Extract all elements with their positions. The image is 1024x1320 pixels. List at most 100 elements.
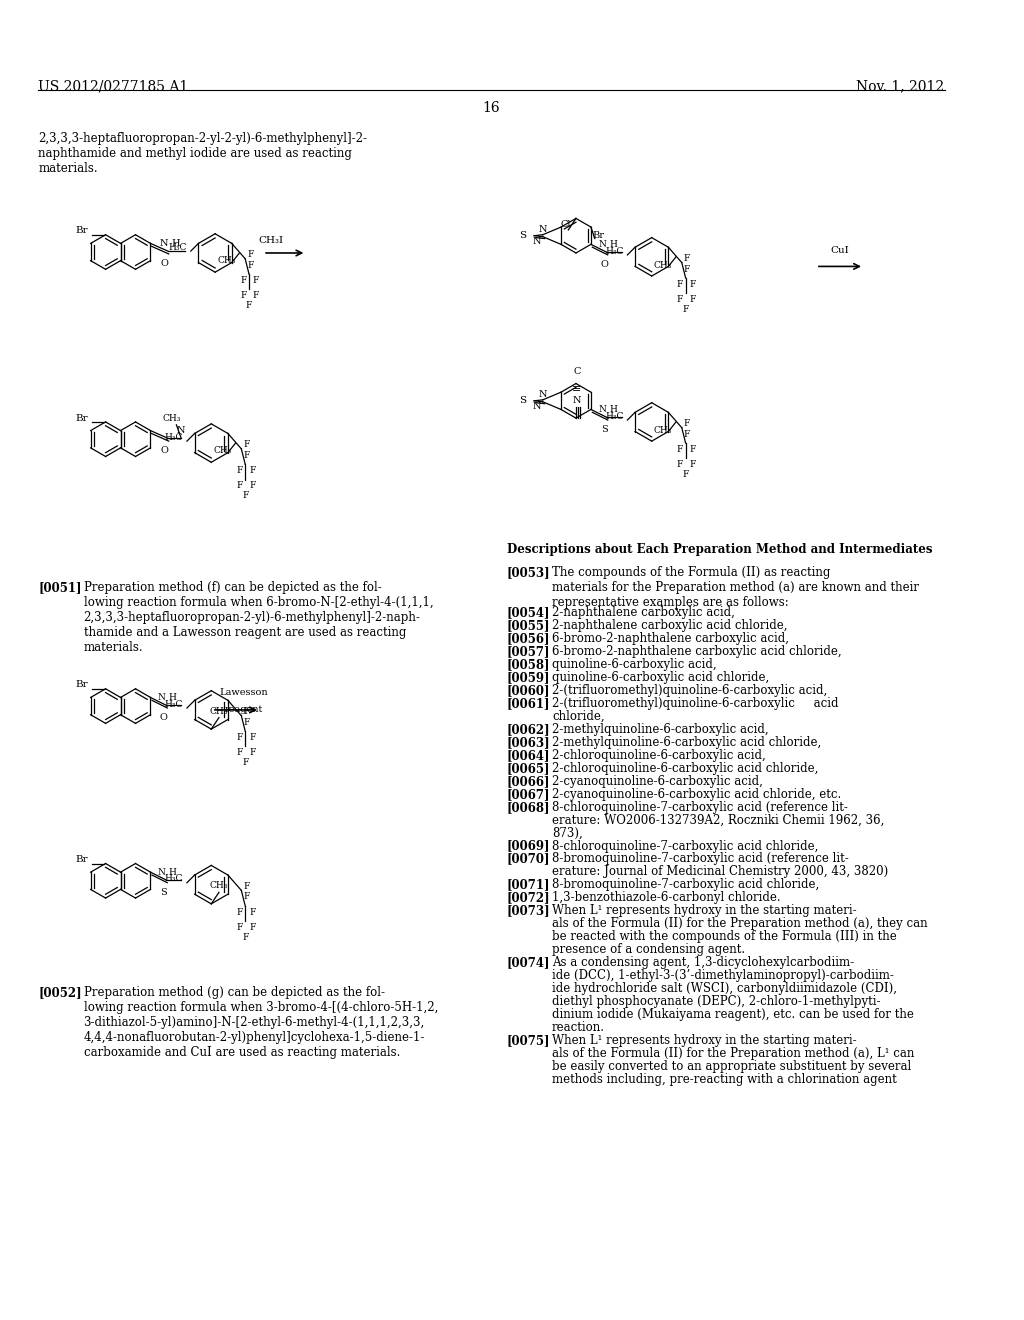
Text: US 2012/0277185 A1: US 2012/0277185 A1 — [38, 79, 188, 94]
Text: F: F — [237, 908, 243, 916]
Text: Br: Br — [593, 231, 605, 240]
Text: [0062]: [0062] — [507, 723, 551, 735]
Text: CH₃I: CH₃I — [258, 236, 284, 246]
Text: 8-chloroquinoline-7-carboxylic acid (reference lit-: 8-chloroquinoline-7-carboxylic acid (ref… — [552, 801, 848, 813]
Text: CH₃: CH₃ — [653, 426, 672, 436]
Text: S: S — [161, 887, 167, 896]
Text: N: N — [158, 693, 166, 702]
Text: Br: Br — [76, 855, 88, 865]
Text: 2-methylquinoline-6-carboxylic acid chloride,: 2-methylquinoline-6-carboxylic acid chlo… — [552, 735, 821, 748]
Text: F: F — [677, 445, 683, 454]
Text: 16: 16 — [482, 102, 501, 115]
Text: Br: Br — [76, 413, 88, 422]
Text: [0063]: [0063] — [507, 735, 551, 748]
Text: F: F — [253, 276, 259, 285]
Text: F: F — [249, 923, 255, 932]
Text: 8-bromoquinoline-7-carboxylic acid (reference lit-: 8-bromoquinoline-7-carboxylic acid (refe… — [552, 853, 849, 866]
Text: F: F — [244, 450, 250, 459]
Text: N: N — [158, 869, 166, 876]
Text: Preparation method (g) can be depicted as the fol-
lowing reaction formula when : Preparation method (g) can be depicted a… — [84, 986, 438, 1060]
Text: S: S — [601, 425, 607, 434]
Text: [0051]: [0051] — [38, 581, 82, 594]
Text: When L¹ represents hydroxy in the starting materi-: When L¹ represents hydroxy in the starti… — [552, 1034, 857, 1047]
Text: [0065]: [0065] — [507, 762, 550, 775]
Text: O: O — [600, 260, 608, 269]
Text: [0074]: [0074] — [507, 956, 550, 969]
Text: CH₃: CH₃ — [217, 256, 236, 264]
Text: H₃C: H₃C — [605, 412, 624, 421]
Text: als of the Formula (II) for the Preparation method (a), they can: als of the Formula (II) for the Preparat… — [552, 917, 928, 931]
Text: F: F — [244, 708, 250, 717]
Text: F: F — [242, 933, 249, 941]
Text: erature: Journal of Medicinal Chemistry 2000, 43, 3820): erature: Journal of Medicinal Chemistry … — [552, 866, 888, 878]
Text: As a condensing agent, 1,3-dicyclohexylcarbodiim-: As a condensing agent, 1,3-dicyclohexylc… — [552, 956, 854, 969]
Text: CH₃: CH₃ — [163, 414, 181, 422]
Text: diethyl phosphocyanate (DEPC), 2-chloro-1-methylpyti-: diethyl phosphocyanate (DEPC), 2-chloro-… — [552, 995, 881, 1008]
Text: dinium iodide (Mukaiyama reagent), etc. can be used for the: dinium iodide (Mukaiyama reagent), etc. … — [552, 1008, 913, 1020]
Text: S: S — [519, 231, 526, 240]
Text: 6-bromo-2-naphthalene carboxylic acid,: 6-bromo-2-naphthalene carboxylic acid, — [552, 632, 788, 645]
Text: F: F — [249, 908, 255, 916]
Text: Nov. 1, 2012: Nov. 1, 2012 — [856, 79, 944, 94]
Text: F: F — [684, 420, 690, 429]
Text: N: N — [572, 396, 582, 405]
Text: F: F — [684, 264, 690, 273]
Text: [0070]: [0070] — [507, 853, 550, 866]
Text: F: F — [247, 260, 254, 269]
Text: presence of a condensing agent.: presence of a condensing agent. — [552, 944, 745, 956]
Text: ide hydrochloride salt (WSCI), carbonyldiimidazole (CDI),: ide hydrochloride salt (WSCI), carbonyld… — [552, 982, 897, 995]
Text: N: N — [532, 401, 541, 411]
Text: [0055]: [0055] — [507, 619, 550, 632]
Text: [0059]: [0059] — [507, 671, 550, 684]
Text: [0056]: [0056] — [507, 632, 550, 645]
Text: quinoline-6-carboxylic acid chloride,: quinoline-6-carboxylic acid chloride, — [552, 671, 769, 684]
Text: [0054]: [0054] — [507, 606, 550, 619]
Text: [0064]: [0064] — [507, 748, 550, 762]
Text: [0066]: [0066] — [507, 775, 550, 788]
Text: erature: WO2006-132739A2, Roczniki Chemii 1962, 36,: erature: WO2006-132739A2, Roczniki Chemi… — [552, 813, 885, 826]
Text: F: F — [677, 296, 683, 304]
Text: H: H — [169, 693, 176, 702]
Text: F: F — [689, 445, 696, 454]
Text: Descriptions about Each Preparation Method and Intermediates: Descriptions about Each Preparation Meth… — [507, 543, 932, 556]
Text: F: F — [244, 441, 250, 450]
Text: O: O — [161, 446, 169, 455]
Text: N: N — [598, 405, 606, 414]
Text: S: S — [519, 396, 526, 405]
Text: [0057]: [0057] — [507, 645, 550, 659]
Text: N: N — [539, 389, 547, 399]
Text: F: F — [242, 758, 249, 767]
Text: 873),: 873), — [552, 826, 583, 840]
Text: [0068]: [0068] — [507, 801, 550, 813]
Text: 2-chloroquinoline-6-carboxylic acid,: 2-chloroquinoline-6-carboxylic acid, — [552, 748, 766, 762]
Text: F: F — [237, 482, 243, 491]
Text: F: F — [253, 292, 259, 301]
Text: be reacted with the compounds of the Formula (III) in the: be reacted with the compounds of the For… — [552, 931, 897, 944]
Text: Cl: Cl — [561, 220, 571, 230]
Text: CH₃: CH₃ — [209, 706, 227, 715]
Text: ide (DCC), 1-ethyl-3-(3’-dimethylaminopropyl)-carbodiim-: ide (DCC), 1-ethyl-3-(3’-dimethylaminopr… — [552, 969, 894, 982]
Text: CH₃: CH₃ — [209, 882, 227, 891]
Text: [0069]: [0069] — [507, 840, 550, 853]
Text: F: F — [244, 882, 250, 891]
Text: F: F — [677, 461, 683, 470]
Text: F: F — [249, 466, 255, 475]
Text: H: H — [172, 239, 180, 248]
Text: F: F — [237, 733, 243, 742]
Text: H₃C: H₃C — [165, 874, 183, 883]
Text: F: F — [246, 301, 252, 310]
Text: Preparation method (f) can be depicted as the fol-
lowing reaction formula when : Preparation method (f) can be depicted a… — [84, 581, 433, 655]
Text: CuI: CuI — [830, 246, 849, 255]
Text: Br: Br — [76, 227, 88, 235]
Text: F: F — [689, 461, 696, 470]
Text: F: F — [237, 748, 243, 758]
Text: reaction.: reaction. — [552, 1020, 605, 1034]
Text: reagent: reagent — [224, 705, 263, 714]
Text: O: O — [161, 259, 169, 268]
Text: F: F — [247, 251, 254, 260]
Text: 8-bromoquinoline-7-carboxylic acid chloride,: 8-bromoquinoline-7-carboxylic acid chlor… — [552, 878, 819, 891]
Text: [0071]: [0071] — [507, 878, 550, 891]
Text: chloride,: chloride, — [552, 710, 604, 723]
Text: F: F — [240, 292, 247, 301]
Text: H: H — [169, 869, 176, 876]
